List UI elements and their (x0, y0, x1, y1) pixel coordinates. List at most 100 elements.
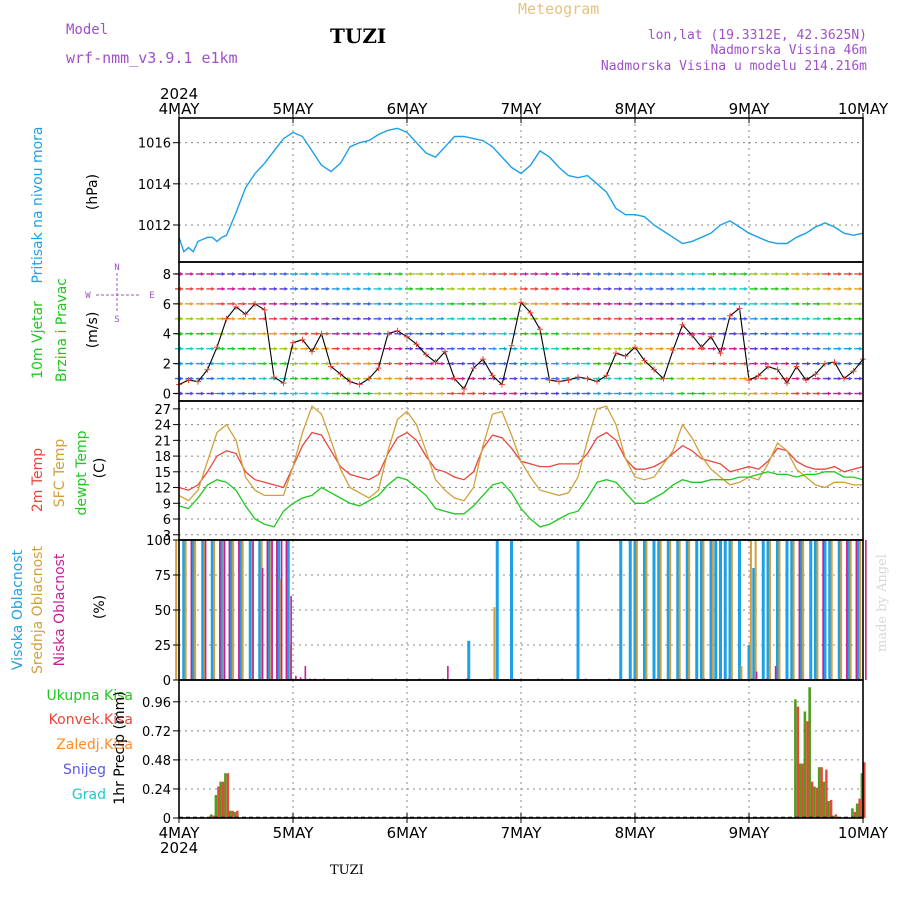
wind-arrowhead (326, 346, 330, 351)
wind-arrowhead (786, 346, 790, 351)
wind-arrowhead (399, 391, 403, 396)
coords-text: lon,lat (19.3312E, 42.3625N) (648, 28, 867, 43)
wind-arrowhead (524, 361, 528, 366)
wind-arrowhead (817, 271, 821, 276)
wind-arrowhead (211, 346, 215, 351)
wind-arrowhead (598, 316, 601, 321)
wind-arrowhead (545, 391, 549, 396)
wind-gust-marker (622, 353, 629, 360)
wind-arrowhead (775, 331, 779, 336)
wind-arrowhead (514, 361, 518, 366)
wind-label-bottom: Brzina i Pravac (54, 278, 70, 382)
wind-arrowhead (441, 361, 445, 366)
wind-arrowhead (253, 391, 257, 396)
low-cloud-bar (822, 540, 824, 680)
wind-arrowhead (221, 376, 225, 381)
wind-arrowhead (754, 301, 758, 306)
wind-gust-marker (527, 309, 534, 316)
wind-arrowhead (775, 346, 779, 351)
wind-arrowhead (807, 331, 810, 336)
total-precip-bar (813, 786, 816, 818)
low-cloud-bar (290, 596, 292, 680)
y-tick-label: 0 (163, 812, 171, 827)
x-tick-label: 10MAY (838, 824, 889, 842)
mid-cloud-bar (194, 540, 197, 680)
wind-arrowhead (420, 286, 424, 291)
wind-arrowhead (326, 286, 330, 291)
wind-arrowhead (629, 271, 633, 276)
wind-arrowhead (786, 331, 790, 336)
wind-arrowhead (765, 271, 769, 276)
mid-cloud-bar (749, 540, 752, 680)
wind-gust-marker (508, 342, 515, 349)
wind-gust-marker (755, 372, 762, 379)
mid-cloud-bar (849, 540, 852, 680)
wind-gust-marker (831, 359, 838, 366)
y-tick-label: 0.48 (142, 754, 171, 769)
high-cloud-bar (809, 540, 813, 680)
wind-arrowhead (200, 286, 204, 291)
wind-arrowhead (274, 331, 278, 336)
wind-arrowhead (566, 316, 570, 321)
wind-arrowhead (608, 271, 612, 276)
high-cloud-bar (619, 540, 623, 680)
wind-arrowhead (503, 376, 507, 381)
wind-arrowhead (817, 286, 821, 291)
mid-cloud-bar (270, 540, 273, 680)
wind-arrowhead (221, 271, 225, 276)
x-tick-label: 10MAY (838, 100, 889, 118)
wind-arrowhead (451, 286, 455, 291)
wind-arrowhead (389, 346, 392, 351)
wind-arrowhead (692, 346, 696, 351)
wind-arrowhead (263, 346, 267, 351)
y-tick-label: 21 (154, 434, 171, 449)
wind-arrowhead (211, 316, 215, 321)
elevation-text: Nadmorska Visina 46m (710, 43, 867, 58)
mid-cloud-bar (792, 540, 795, 680)
wind-arrowhead (629, 376, 633, 381)
low-cloud-bar (865, 540, 867, 680)
low-cloud-bar (755, 671, 758, 680)
high-cloud-bar (823, 540, 827, 680)
wind-arrowhead (618, 331, 622, 336)
mid-cloud-bar (289, 643, 292, 680)
wind-arrowhead (451, 346, 455, 351)
wind-arrowhead (775, 391, 779, 396)
wind-arrowhead (294, 361, 298, 366)
high-cloud-bar (837, 540, 841, 680)
high-cloud-bar (761, 540, 765, 680)
low-cloud-bar (846, 540, 848, 680)
wind-arrowhead (409, 391, 413, 396)
wind-arrowhead (786, 316, 790, 321)
high-cloud-bar (643, 540, 646, 680)
wind-arrowhead (723, 346, 727, 351)
wind-arrowhead (263, 301, 267, 306)
mid-cloud-bar (645, 540, 648, 680)
wind-gust-marker (233, 303, 239, 310)
wind-gust-marker (746, 377, 752, 384)
wind-arrowhead (315, 286, 319, 291)
wind-gust-marker (185, 377, 192, 384)
wind-arrowhead (827, 301, 831, 306)
panel-frame-4 (178, 679, 864, 819)
wind-arrowhead (462, 361, 466, 366)
high-cloud-bar (700, 540, 703, 680)
wind-arrowhead (200, 301, 204, 306)
wind-arrowhead (524, 346, 528, 351)
wind-arrowhead (493, 301, 497, 306)
wind-arrowhead (733, 316, 737, 321)
wind-arrowhead (315, 301, 319, 306)
y-tick-label: 75 (154, 569, 171, 584)
wind-gust-marker (565, 377, 572, 384)
high-cloud-bar (790, 540, 794, 680)
wind-arrowhead (503, 286, 507, 291)
wind-gust-marker (442, 348, 448, 355)
total-precip-bar (827, 801, 830, 818)
low-cloud-bar (266, 540, 269, 680)
wind-arrowhead (221, 316, 225, 321)
wind-arrowhead (629, 316, 633, 321)
wind-gust-marker (613, 350, 619, 357)
wind-arrowhead (587, 346, 591, 351)
wind-arrowhead (253, 316, 257, 321)
wind-arrowhead (692, 286, 696, 291)
